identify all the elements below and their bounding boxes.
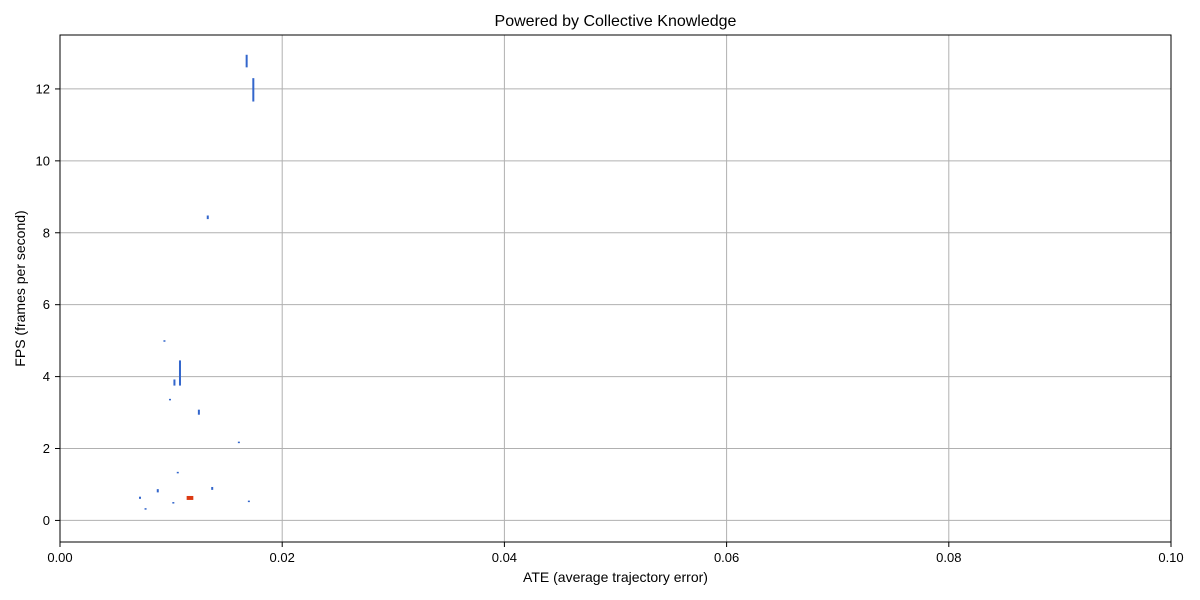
data-point: [172, 502, 175, 504]
data-point: [176, 471, 179, 474]
data-point: [197, 409, 200, 415]
x-tick-label: 0.00: [47, 550, 72, 565]
data-point: [144, 508, 147, 510]
grid-lines: [59, 35, 1172, 542]
y-tick-label: 10: [36, 153, 50, 168]
data-point: [247, 500, 250, 503]
data-point: [206, 215, 209, 220]
data-point: [237, 441, 240, 444]
x-axis-ticks: 0.00 0.02 0.04 0.06 0.08 0.10: [47, 542, 1184, 565]
data-point: [156, 489, 159, 493]
data-point: [163, 340, 166, 342]
data-point: [211, 486, 214, 490]
data-point: [178, 360, 181, 386]
x-tick-label: 0.10: [1158, 550, 1183, 565]
data-point: [138, 496, 141, 499]
data-point: [245, 54, 248, 68]
x-tick-label: 0.06: [714, 550, 739, 565]
chart-title: Powered by Collective Knowledge: [495, 13, 737, 30]
data-point: [252, 78, 255, 102]
x-tick-label: 0.04: [492, 550, 517, 565]
data-marks: [138, 54, 255, 510]
data-point: [186, 495, 194, 500]
y-tick-label: 12: [36, 81, 50, 96]
plot-frame: [59, 34, 1172, 543]
y-tick-label: 0: [43, 513, 50, 528]
y-tick-label: 4: [43, 369, 50, 384]
data-point: [168, 398, 171, 401]
y-axis-ticks: 0 2 4 6 8 10 12: [36, 81, 60, 528]
y-tick-label: 6: [43, 297, 50, 312]
x-axis-label: ATE (average trajectory error): [523, 569, 708, 585]
y-axis-label: FPS (frames per second): [12, 210, 28, 366]
y-tick-label: 2: [43, 441, 50, 456]
data-point: [173, 379, 176, 386]
x-tick-label: 0.08: [936, 550, 961, 565]
y-tick-label: 8: [43, 225, 50, 240]
x-tick-label: 0.02: [270, 550, 295, 565]
